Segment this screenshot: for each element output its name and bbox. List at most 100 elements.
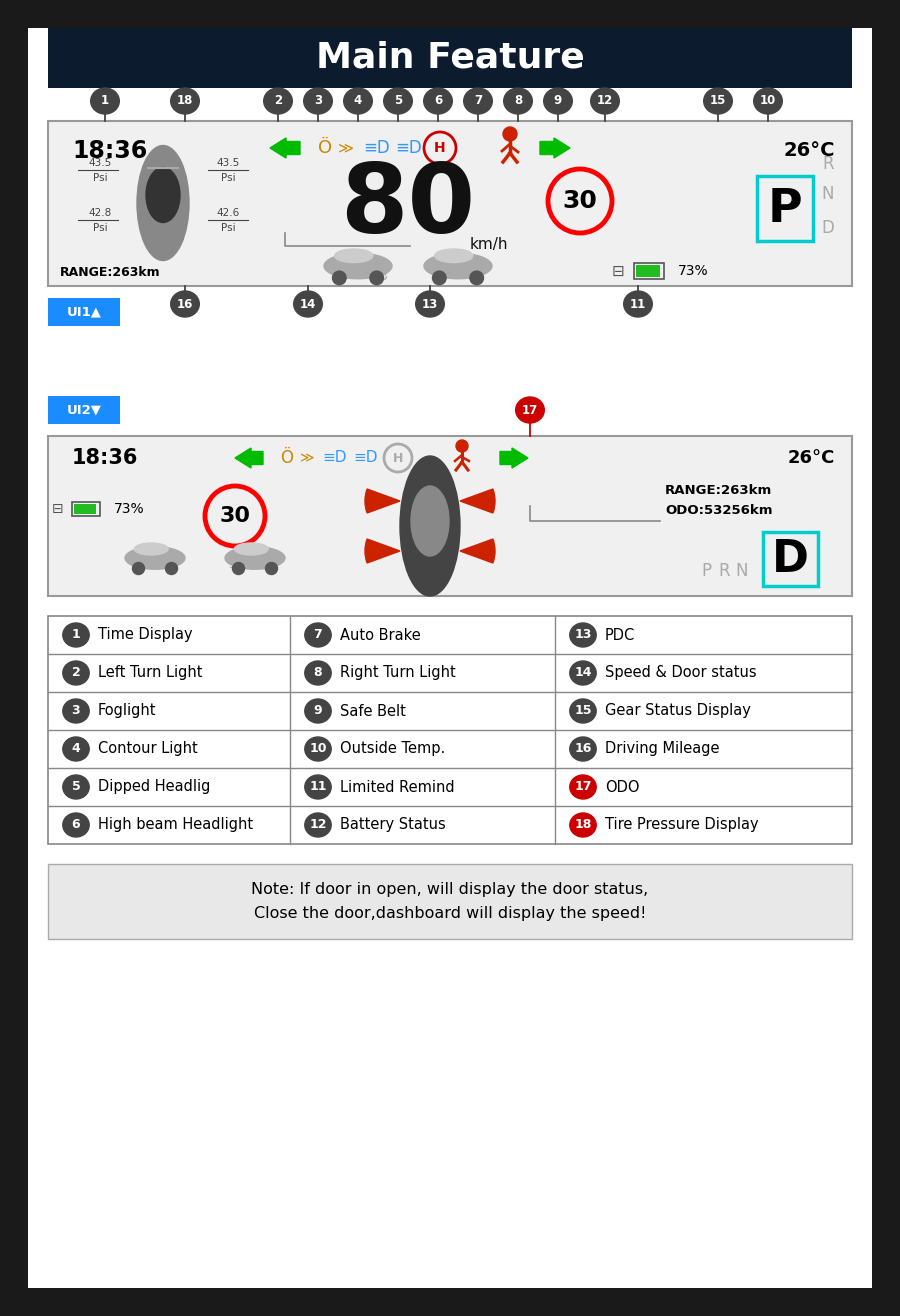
Text: ≡D: ≡D xyxy=(363,139,390,157)
Text: H: H xyxy=(392,451,403,465)
FancyBboxPatch shape xyxy=(72,501,100,516)
Text: 10: 10 xyxy=(310,742,327,755)
Text: 30: 30 xyxy=(562,190,598,213)
Text: 3: 3 xyxy=(314,95,322,108)
Ellipse shape xyxy=(411,486,449,555)
Text: Dipped Headlig: Dipped Headlig xyxy=(98,779,211,795)
Text: 17: 17 xyxy=(574,780,592,794)
Ellipse shape xyxy=(63,737,89,761)
Text: Foglight: Foglight xyxy=(98,704,157,719)
Ellipse shape xyxy=(704,88,733,114)
Text: P: P xyxy=(701,562,711,580)
Text: 18:36: 18:36 xyxy=(72,139,148,163)
Ellipse shape xyxy=(344,88,373,114)
Text: H: H xyxy=(434,141,446,155)
Text: 43.5: 43.5 xyxy=(88,158,112,168)
FancyArrow shape xyxy=(235,447,263,468)
Text: ≡D: ≡D xyxy=(395,139,422,157)
Ellipse shape xyxy=(305,775,331,799)
Text: 14: 14 xyxy=(574,666,592,679)
Wedge shape xyxy=(460,540,495,563)
Text: 11: 11 xyxy=(310,780,327,794)
FancyBboxPatch shape xyxy=(48,396,120,424)
Ellipse shape xyxy=(305,699,331,722)
Text: 18:36: 18:36 xyxy=(72,447,139,468)
Text: 15: 15 xyxy=(574,704,592,717)
FancyBboxPatch shape xyxy=(48,865,852,940)
Text: Right Turn Light: Right Turn Light xyxy=(340,666,455,680)
Ellipse shape xyxy=(570,699,596,722)
Text: N: N xyxy=(822,186,834,203)
Ellipse shape xyxy=(63,622,89,647)
Text: Psi: Psi xyxy=(220,172,235,183)
Text: 42.8: 42.8 xyxy=(88,208,112,218)
Text: High beam Headlight: High beam Headlight xyxy=(98,817,253,833)
Ellipse shape xyxy=(424,88,453,114)
Text: 1: 1 xyxy=(72,629,80,641)
Circle shape xyxy=(132,562,145,575)
Text: 2: 2 xyxy=(274,95,282,108)
Text: Auto Brake: Auto Brake xyxy=(340,628,421,642)
FancyBboxPatch shape xyxy=(634,263,664,279)
Ellipse shape xyxy=(146,167,180,222)
Text: 17: 17 xyxy=(522,404,538,416)
Ellipse shape xyxy=(305,737,331,761)
Text: 18: 18 xyxy=(574,819,591,832)
Text: 12: 12 xyxy=(310,819,327,832)
Ellipse shape xyxy=(63,775,89,799)
Ellipse shape xyxy=(416,291,445,317)
Ellipse shape xyxy=(91,88,120,114)
Ellipse shape xyxy=(137,146,189,261)
Text: 4: 4 xyxy=(354,95,362,108)
Text: ≡D: ≡D xyxy=(322,450,346,466)
Circle shape xyxy=(232,562,245,575)
Text: 7: 7 xyxy=(474,95,482,108)
Ellipse shape xyxy=(134,544,168,555)
Wedge shape xyxy=(460,490,495,513)
Wedge shape xyxy=(365,540,400,563)
Text: Ö: Ö xyxy=(280,449,293,467)
Text: ⊟: ⊟ xyxy=(611,263,624,279)
Ellipse shape xyxy=(305,622,331,647)
Ellipse shape xyxy=(504,88,532,114)
FancyBboxPatch shape xyxy=(48,297,120,326)
Ellipse shape xyxy=(63,661,89,686)
Text: ≡D: ≡D xyxy=(353,450,377,466)
Text: 43.5: 43.5 xyxy=(216,158,239,168)
Text: 5: 5 xyxy=(394,95,402,108)
Text: ≫: ≫ xyxy=(300,451,314,465)
Text: 8: 8 xyxy=(514,95,522,108)
Ellipse shape xyxy=(305,661,331,686)
Text: 7: 7 xyxy=(313,629,322,641)
Text: 13: 13 xyxy=(422,297,438,311)
Text: Left Turn Light: Left Turn Light xyxy=(98,666,202,680)
Text: 12: 12 xyxy=(597,95,613,108)
FancyBboxPatch shape xyxy=(48,436,852,596)
Circle shape xyxy=(470,271,483,284)
Text: D: D xyxy=(771,537,808,580)
Wedge shape xyxy=(365,490,400,513)
Text: Main Feature: Main Feature xyxy=(316,41,584,75)
Ellipse shape xyxy=(335,249,373,263)
Circle shape xyxy=(266,562,277,575)
Ellipse shape xyxy=(570,737,596,761)
Text: R: R xyxy=(718,562,730,580)
Ellipse shape xyxy=(424,253,492,279)
FancyBboxPatch shape xyxy=(48,121,852,286)
FancyBboxPatch shape xyxy=(763,532,818,586)
Ellipse shape xyxy=(435,249,472,263)
Ellipse shape xyxy=(624,291,652,317)
Text: 3: 3 xyxy=(72,704,80,717)
Text: UI2▼: UI2▼ xyxy=(67,404,102,416)
FancyArrow shape xyxy=(500,447,528,468)
Text: 73%: 73% xyxy=(114,501,145,516)
FancyArrow shape xyxy=(270,138,300,158)
Text: 2: 2 xyxy=(72,666,80,679)
Text: ODO: ODO xyxy=(605,779,640,795)
Circle shape xyxy=(166,562,177,575)
Text: 3: 3 xyxy=(228,558,236,571)
Ellipse shape xyxy=(225,546,285,570)
Ellipse shape xyxy=(570,622,596,647)
Text: 8: 8 xyxy=(314,666,322,679)
FancyBboxPatch shape xyxy=(757,176,813,241)
